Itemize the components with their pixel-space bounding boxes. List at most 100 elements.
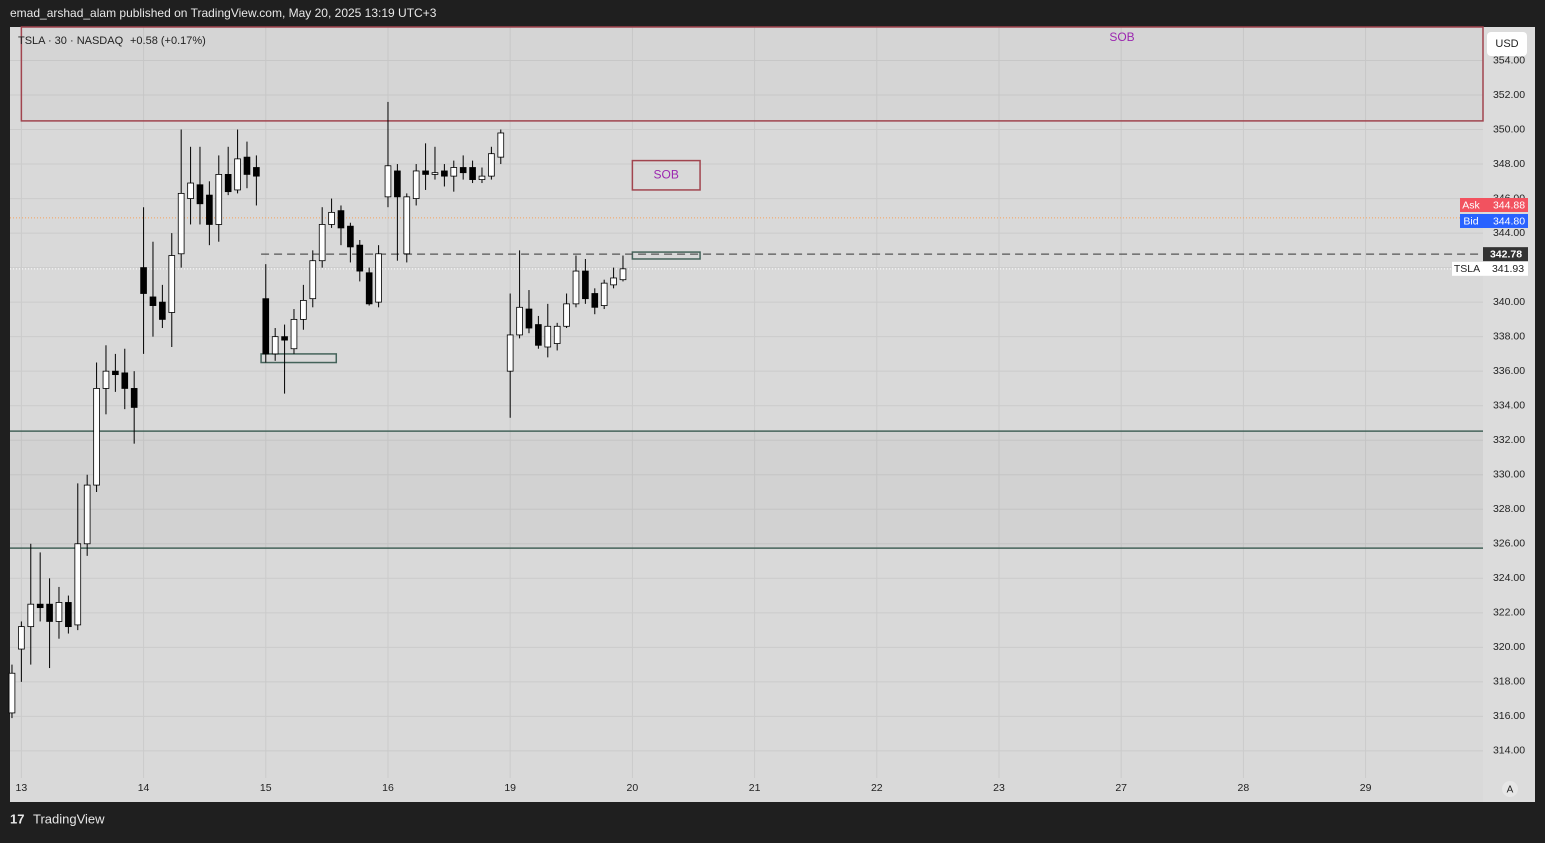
candle-body — [525, 308, 533, 329]
order-block — [260, 353, 338, 364]
price-axis — [1483, 27, 1535, 802]
x-tick-label: 14 — [138, 782, 150, 794]
candle-body — [243, 156, 251, 175]
sob-label: SOB — [1109, 30, 1134, 44]
candle-body — [347, 225, 354, 248]
price-tag — [1460, 214, 1528, 228]
price-tag — [1483, 247, 1528, 262]
candle-body — [544, 325, 552, 348]
x-tick-label: 27 — [1115, 782, 1127, 794]
candle-body — [93, 388, 100, 486]
y-tick-label: 352.00 — [1493, 89, 1525, 101]
candle-body — [168, 255, 176, 313]
price-tag-label: 341.93 — [1492, 263, 1524, 275]
x-tick-label: 21 — [749, 782, 761, 794]
sob-zone — [631, 159, 701, 191]
price-tag — [1452, 261, 1528, 276]
price-tag-label: Ask — [1462, 199, 1480, 211]
y-tick-label: 330.00 — [1493, 469, 1525, 481]
candle-body — [600, 282, 608, 306]
candle-body — [234, 158, 241, 191]
y-tick-label: 340.00 — [1493, 296, 1525, 308]
y-tick-label: 316.00 — [1493, 710, 1525, 722]
x-tick-label: 29 — [1360, 782, 1372, 794]
price-tag-label: 342.78 — [1490, 248, 1522, 260]
candle-body — [553, 325, 561, 344]
auto-scale-button[interactable] — [1502, 781, 1518, 797]
candle-body — [431, 172, 439, 175]
candle-body — [356, 244, 364, 272]
candle-body — [375, 253, 382, 303]
candle-body — [516, 306, 523, 336]
y-tick-label: 336.00 — [1493, 365, 1525, 377]
candle-body — [102, 370, 110, 389]
candle-body — [74, 543, 82, 626]
candle-body — [18, 626, 25, 650]
y-tick-label: 338.00 — [1493, 330, 1525, 342]
candle-body — [300, 300, 307, 320]
legend-symbol: TSLA · 30 · NASDAQ — [18, 35, 124, 47]
x-tick-label: 28 — [1238, 782, 1250, 794]
price-tag — [1460, 198, 1528, 212]
candle-body — [591, 293, 599, 308]
candle-body — [488, 153, 495, 177]
price-tag-label: Bid — [1463, 215, 1478, 227]
x-tick-label: 22 — [871, 782, 883, 794]
x-tick-label: 15 — [260, 782, 272, 794]
x-tick-label: 19 — [504, 782, 516, 794]
candle-body — [46, 603, 53, 622]
chart-background — [10, 27, 1535, 802]
candle-body — [271, 336, 279, 355]
candle-body — [403, 196, 411, 255]
plot: 13 14 15 16 19 20 21 22 23 27 28 29 SOB SOB — [8, 26, 1484, 794]
y-tick-label: 350.00 — [1493, 123, 1525, 135]
candle-body — [572, 270, 580, 305]
currency-button[interactable] — [1487, 32, 1527, 56]
y-tick-label: 348.00 — [1493, 158, 1525, 170]
candle-body — [281, 336, 288, 341]
candle-body — [36, 603, 44, 609]
y-tick-label: 314.00 — [1493, 745, 1525, 757]
y-tick-label: 344.00 — [1493, 227, 1525, 239]
candle-body — [206, 194, 213, 225]
candle-body — [394, 170, 401, 198]
candle-body — [582, 270, 589, 300]
x-tick-label: 13 — [16, 782, 28, 794]
y-tick-label: 328.00 — [1493, 503, 1525, 515]
candle-body — [83, 484, 91, 545]
candle-body — [140, 267, 147, 294]
candle-body — [478, 175, 486, 180]
candle-body — [112, 370, 119, 376]
candle-body — [365, 272, 373, 305]
candle-body — [290, 318, 298, 350]
publisher: emad_arshad_alam published on TradingVie… — [10, 6, 437, 20]
order-block — [631, 251, 701, 260]
auto-scale-label[interactable]: A — [1507, 785, 1514, 796]
y-tick-label: 326.00 — [1493, 538, 1525, 550]
x-tick-label: 16 — [382, 782, 394, 794]
candle-body — [121, 372, 129, 389]
candle-body — [328, 211, 335, 225]
x-tick-label: 20 — [627, 782, 639, 794]
candle-body — [412, 170, 420, 199]
currency-label[interactable]: USD — [1495, 38, 1518, 50]
y-tick-label: 322.00 — [1493, 607, 1525, 619]
candle-body — [337, 210, 345, 229]
candle-body — [318, 224, 326, 262]
candle-body — [563, 303, 570, 327]
candle-body — [8, 672, 16, 714]
y-tick-label: 334.00 — [1493, 399, 1525, 411]
candle-body — [215, 174, 223, 225]
y-tick-label: 354.00 — [1493, 54, 1525, 66]
brand-logo: 17 — [10, 811, 24, 826]
candle-body — [262, 298, 270, 355]
candle-body — [459, 167, 467, 174]
candle-body — [619, 268, 627, 281]
brand: TradingView — [33, 811, 105, 826]
candle-body — [196, 184, 204, 205]
sob-zone — [20, 26, 1484, 122]
candle-body — [309, 260, 317, 300]
y-tick-label: 318.00 — [1493, 676, 1525, 688]
candle-body — [506, 334, 514, 372]
